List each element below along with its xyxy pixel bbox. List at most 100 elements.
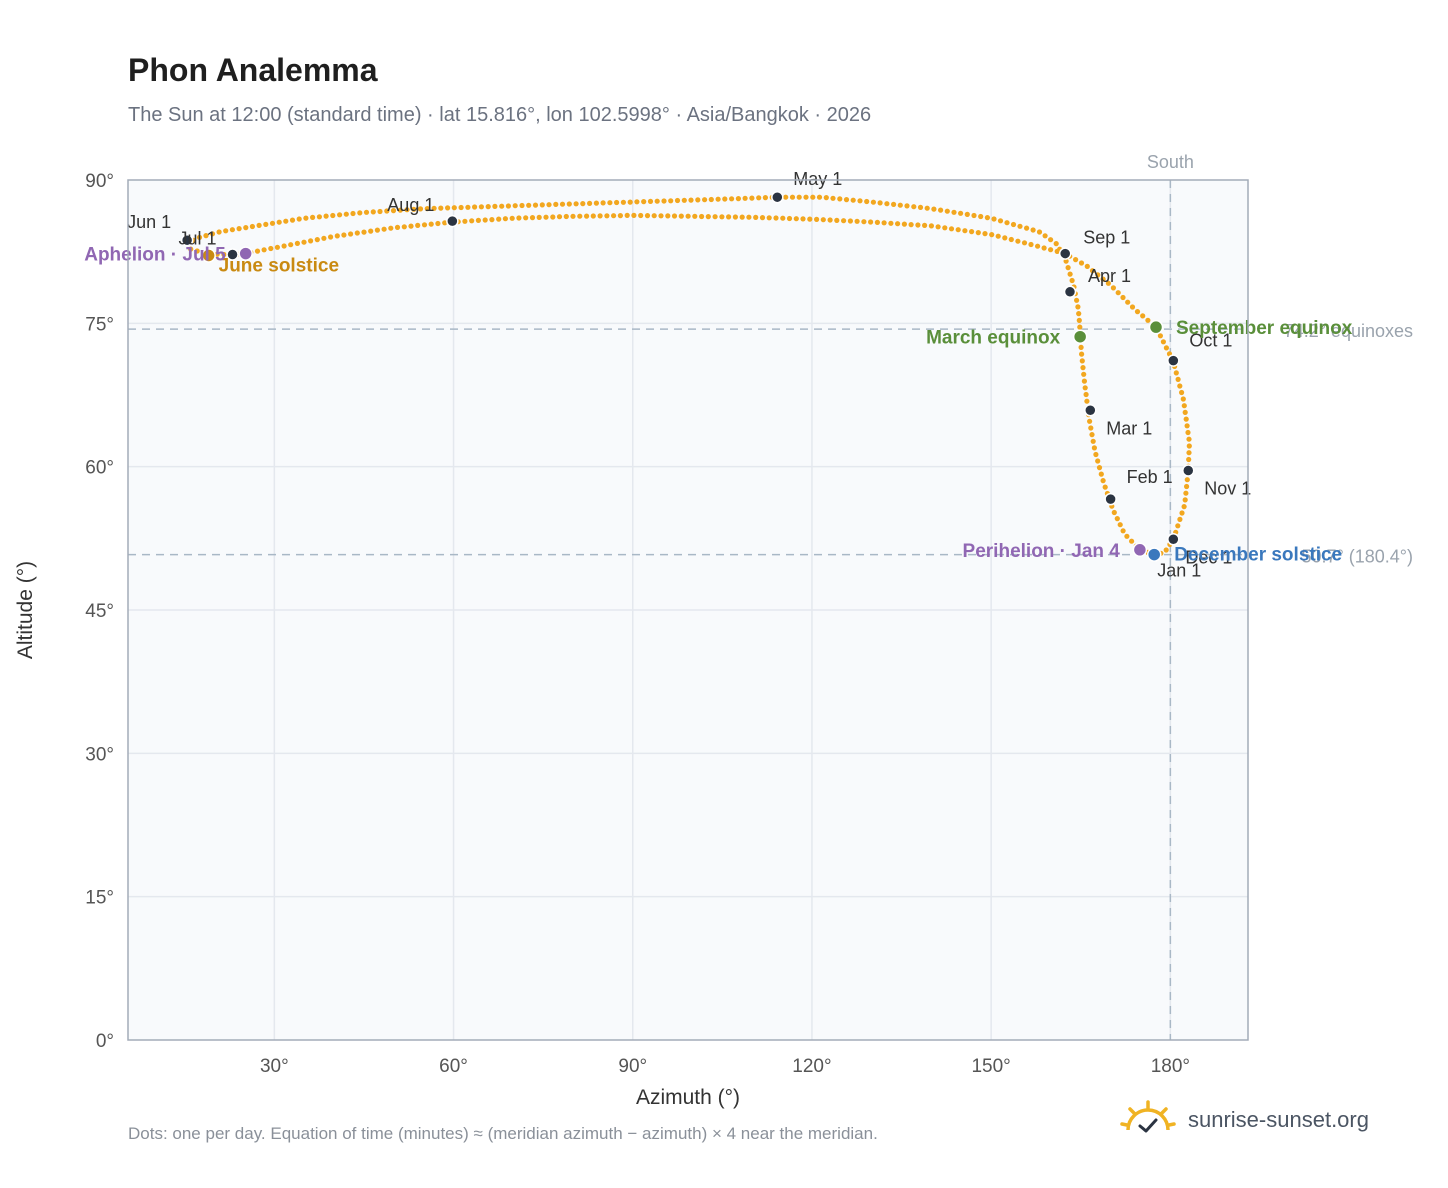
- day-dot: [203, 233, 209, 239]
- day-dot: [800, 216, 806, 222]
- chart-title: Phon Analemma: [128, 52, 378, 88]
- day-dot: [229, 227, 235, 233]
- event-marker: [1132, 542, 1148, 558]
- day-dot: [924, 205, 930, 211]
- day-dot: [546, 202, 552, 208]
- day-dot: [276, 219, 282, 225]
- day-dot: [759, 215, 766, 221]
- day-dot: [922, 222, 928, 228]
- day-dot: [492, 203, 498, 209]
- day-dot: [1089, 268, 1096, 274]
- day-dot: [1160, 339, 1166, 345]
- day-dot: [263, 221, 269, 227]
- reference-line-label: 74.2° equinoxes: [1284, 321, 1413, 341]
- day-dot: [404, 207, 410, 213]
- day-dot: [699, 213, 705, 220]
- day-dot: [1184, 483, 1190, 490]
- day-dot: [1184, 477, 1190, 483]
- day-dot: [1185, 429, 1191, 436]
- day-dot: [301, 239, 307, 245]
- day-dot: [1084, 398, 1090, 404]
- y-tick-label: 30°: [85, 744, 114, 765]
- day-dot: [1175, 523, 1181, 529]
- month-label: Oct 1: [1189, 331, 1232, 351]
- day-dot: [766, 215, 772, 221]
- day-dot: [1120, 294, 1126, 301]
- day-dot: [726, 214, 732, 220]
- day-dot: [268, 245, 274, 252]
- day-dot: [830, 195, 836, 201]
- day-dot: [1093, 451, 1099, 458]
- event-label: Perihelion · Jan 4: [963, 541, 1121, 562]
- day-dot: [647, 198, 654, 204]
- day-dot: [374, 227, 380, 233]
- chart-footnote: Dots: one per day. Equation of time (min…: [128, 1124, 878, 1143]
- day-dot: [692, 213, 698, 219]
- day-dot: [465, 204, 471, 210]
- day-dot: [294, 240, 300, 246]
- day-dot: [827, 217, 833, 223]
- day-dot: [216, 229, 222, 235]
- day-dot: [1081, 378, 1087, 384]
- day-dot: [607, 200, 613, 206]
- day-dot: [1090, 438, 1096, 444]
- day-dot: [1120, 528, 1126, 534]
- x-tick-label: 120°: [792, 1056, 831, 1077]
- day-dot: [708, 196, 714, 203]
- brand[interactable]: sunrise-sunset.org: [1120, 1100, 1369, 1140]
- day-dot: [870, 199, 877, 205]
- day-dot: [722, 196, 728, 202]
- day-dot: [1015, 238, 1021, 244]
- day-dot: [194, 248, 200, 254]
- day-dot: [529, 215, 536, 221]
- day-dot: [428, 221, 434, 227]
- day-dot: [261, 247, 267, 253]
- day-dot: [627, 199, 633, 205]
- day-dot: [597, 213, 603, 219]
- y-tick-label: 45°: [85, 601, 114, 622]
- day-dot: [810, 194, 816, 200]
- day-dot: [789, 194, 796, 200]
- day-dot: [348, 231, 354, 237]
- day-dot: [408, 223, 414, 229]
- day-dot: [221, 251, 227, 258]
- day-dot: [847, 218, 854, 224]
- day-dot: [1073, 257, 1079, 263]
- day-dot: [296, 216, 302, 222]
- day-dot: [472, 204, 478, 210]
- day-dot: [807, 216, 813, 222]
- day-dot: [381, 226, 387, 232]
- day-dot: [1186, 436, 1192, 442]
- day-dot: [911, 204, 917, 210]
- day-dot: [773, 215, 779, 221]
- day-dot: [1111, 509, 1117, 516]
- day-dot: [729, 196, 735, 202]
- day-dot: [901, 221, 908, 227]
- day-dot: [334, 233, 340, 239]
- day-dot: [431, 205, 437, 211]
- day-dot: [1182, 409, 1188, 415]
- day-dot: [668, 198, 674, 204]
- day-dot: [1129, 304, 1136, 310]
- day-dot: [1053, 241, 1059, 247]
- event-label: June solstice: [219, 255, 339, 276]
- y-tick-label: 0°: [96, 1031, 114, 1052]
- day-dot: [611, 213, 617, 219]
- day-dot: [1078, 260, 1085, 266]
- day-dot: [1095, 272, 1101, 278]
- day-dot: [984, 215, 991, 221]
- day-dot: [928, 223, 935, 229]
- month-label: Aug 1: [387, 195, 434, 215]
- x-tick-label: 180°: [1151, 1056, 1190, 1077]
- event-marker: [1148, 319, 1164, 335]
- day-dot: [674, 197, 681, 204]
- event-label: December solstice: [1174, 545, 1342, 566]
- day-dot: [368, 228, 374, 234]
- month-label: Mar 1: [1106, 418, 1152, 438]
- day-dot: [1074, 297, 1080, 303]
- day-dot: [997, 218, 1004, 224]
- day-dot: [631, 212, 637, 218]
- day-dot: [1069, 277, 1075, 284]
- day-dot: [1083, 391, 1089, 398]
- day-dot: [803, 194, 809, 200]
